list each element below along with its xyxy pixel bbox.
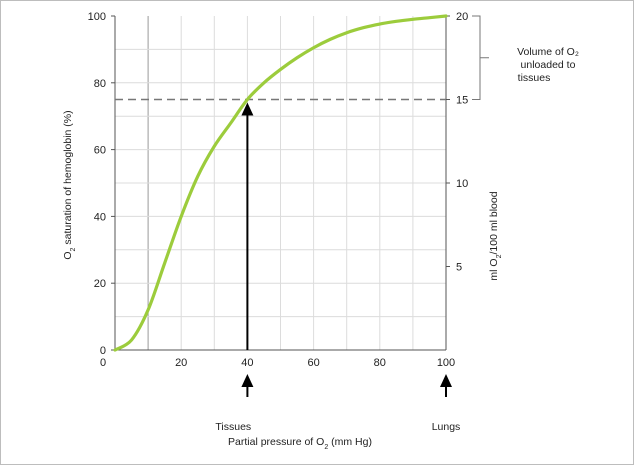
x-tick-label: 20 <box>175 357 187 369</box>
x-tick-label: 0 <box>100 357 106 369</box>
volume-label-line2: unloaded to <box>521 59 576 71</box>
secondary-y-tick-label: 20 <box>456 11 468 23</box>
secondary-y-tick-label: 10 <box>456 178 468 190</box>
secondary-y-tick-label: 5 <box>456 262 462 274</box>
y-tick-label: 80 <box>94 78 106 90</box>
lungs-label: Lungs <box>432 421 461 433</box>
tick-labels: 0 20 40 60 80 100 0 20 40 60 80 100 5 10 15 20 <box>88 11 469 369</box>
series-group <box>113 14 448 352</box>
axes <box>111 15 450 351</box>
x-axis-title: Partial pressure of O2 (mm Hg) <box>228 436 372 451</box>
volume-label-line3: tissues <box>518 72 551 84</box>
y-tick-label: 40 <box>94 211 106 223</box>
x-tick-label: 100 <box>437 357 455 369</box>
volume-label-line1: Volume of O₂ <box>517 46 579 58</box>
tissues-vertical-arrow-head <box>241 102 254 116</box>
y-tick-label: 20 <box>94 278 106 290</box>
tissues-label: Tissues <box>215 421 251 433</box>
y-axis-title: O2 saturation of hemoglobin (%) <box>62 110 77 259</box>
x-tick-label: 60 <box>307 357 319 369</box>
volume-bracket <box>472 15 481 100</box>
x-tick-label: 40 <box>241 357 253 369</box>
lungs-up-arrow-head <box>440 374 452 387</box>
x-tick-label: 80 <box>374 357 386 369</box>
y-tick-label: 0 <box>100 345 106 357</box>
y-tick-label: 60 <box>94 145 106 157</box>
grid <box>115 16 446 350</box>
secondary-y-tick-label: 15 <box>456 95 468 107</box>
tissues-up-arrow-head <box>241 374 254 387</box>
secondary-y-axis-title: ml O2/100 ml blood <box>488 191 503 280</box>
y-tick-label: 100 <box>88 11 106 23</box>
